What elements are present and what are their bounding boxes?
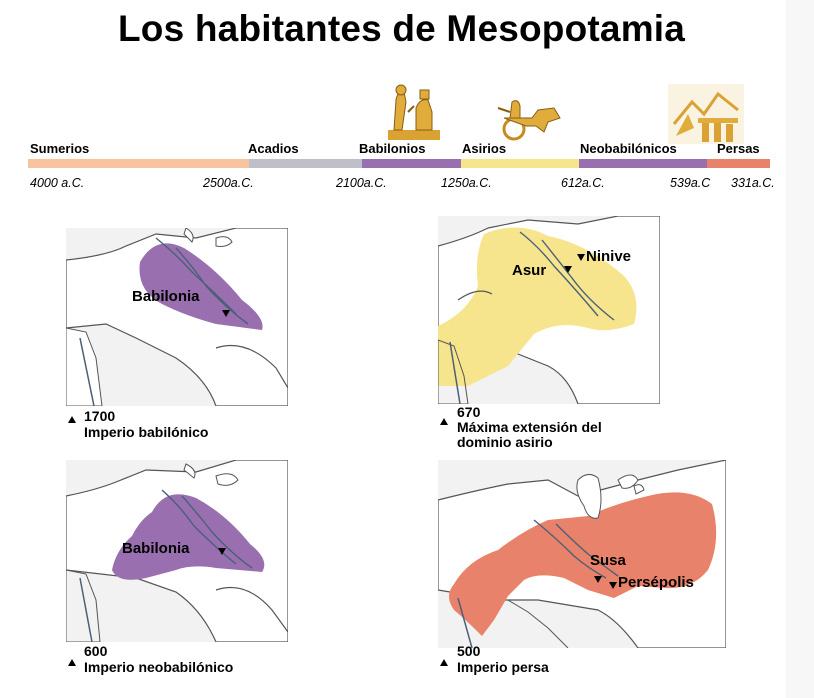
date-4000: 4000 a.C. <box>30 176 85 190</box>
civ-label-acadios: Acadios <box>248 141 299 156</box>
city-marker-babilonia <box>222 310 230 317</box>
civ-label-asirios: Asirios <box>462 141 507 156</box>
caption-marker-500 <box>440 659 448 666</box>
persian-palace-icon <box>668 84 744 144</box>
caption-year-600: 600 <box>84 643 108 659</box>
page-title: Los habitantes de Mesopotamia <box>118 8 686 49</box>
caption-text-1700: Imperio babilónico <box>84 424 209 440</box>
era-bar-neobabilonicos <box>579 159 707 168</box>
caption-year-1700: 1700 <box>84 408 116 424</box>
map-1700: Babilonia <box>66 228 288 406</box>
date-1250: 1250a.C. <box>441 176 492 190</box>
map-600: Babilonia <box>66 460 288 642</box>
caption-text-670-line2: dominio asirio <box>457 434 553 450</box>
right-margin-strip <box>786 0 814 698</box>
caption-year-670: 670 <box>457 404 481 420</box>
caption-marker-670 <box>440 418 448 425</box>
map-670: Asur Ninive <box>438 216 660 404</box>
city-label-persepolis: Persépolis <box>618 574 694 591</box>
city-marker-babilonia <box>218 548 226 555</box>
date-539: 539a.C <box>670 176 711 190</box>
date-331: 331a.C. <box>731 176 775 190</box>
city-label-babilonia: Babilonia <box>122 540 190 557</box>
civ-label-persas: Persas <box>717 141 760 156</box>
city-marker-susa <box>594 576 602 583</box>
city-label-ninive: Ninive <box>586 248 632 265</box>
civ-label-babilonios: Babilonios <box>359 141 426 156</box>
civ-label-neobabilonicos: Neobabilónicos <box>580 141 677 156</box>
era-bar-sumerios <box>28 159 249 168</box>
city-marker-persepolis <box>609 582 617 589</box>
caption-marker-600 <box>68 659 76 666</box>
city-label-babilonia: Babilonia <box>132 288 200 305</box>
map-500: Susa Persépolis <box>438 460 726 648</box>
era-bar-acadios <box>249 159 362 168</box>
babylonian-relief-icon <box>388 84 440 140</box>
caption-text-500: Imperio persa <box>457 659 549 675</box>
date-612: 612a.C. <box>561 176 605 190</box>
city-label-asur: Asur <box>512 262 547 279</box>
caption-year-500: 500 <box>457 643 481 659</box>
caption-marker-1700 <box>68 416 76 423</box>
date-2500: 2500a.C. <box>203 176 254 190</box>
city-label-susa: Susa <box>590 552 626 569</box>
era-bar-asirios <box>461 159 579 168</box>
era-bar-babilonios <box>362 159 461 168</box>
city-marker-asur <box>564 266 572 273</box>
caption-text-600: Imperio neobabilónico <box>84 659 234 675</box>
city-marker-ninive <box>577 254 585 261</box>
caption-text-670-line1: Máxima extensión del <box>457 419 602 435</box>
civ-label-sumerios: Sumerios <box>30 141 90 156</box>
era-bar-persas <box>707 159 770 168</box>
date-2100: 2100a.C. <box>336 176 387 190</box>
assyrian-chariot-icon <box>497 100 561 141</box>
